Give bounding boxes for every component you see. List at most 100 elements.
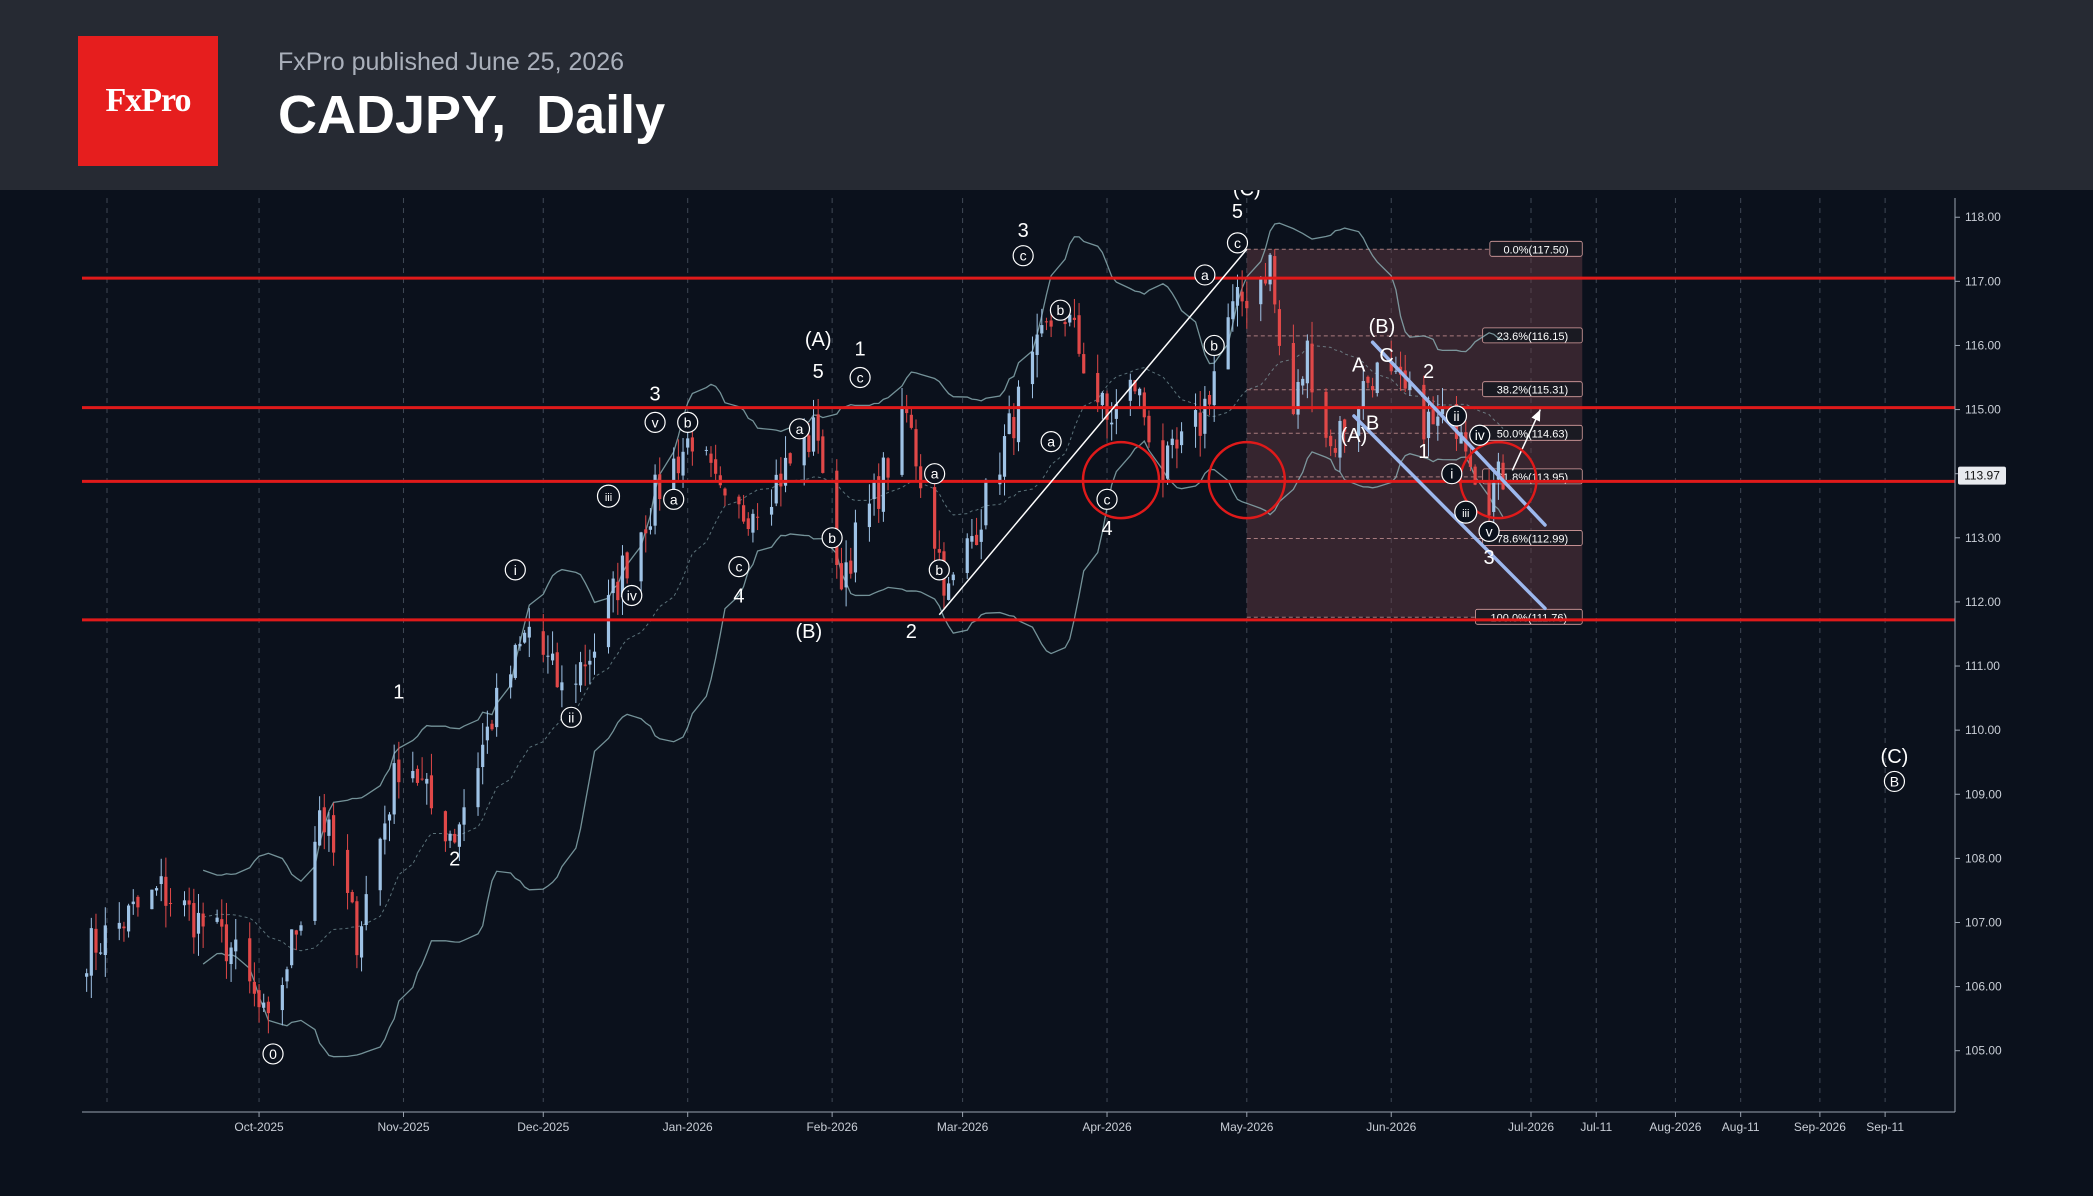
brand-name: FxPro (105, 82, 191, 119)
candle-body (1240, 291, 1244, 302)
candle-body (644, 529, 648, 534)
plot-area (82, 198, 1955, 1102)
candle-body (984, 479, 988, 526)
candle-body (299, 925, 303, 931)
fib-retracement: 0.0%(117.50) 23.6%(116.15) 38.2%(115.31) 50… (1246, 240, 1583, 625)
candle-body (821, 436, 825, 473)
candle-body (751, 513, 755, 533)
wave-label: 4 (1101, 518, 1112, 540)
candle-body (476, 768, 480, 808)
candle-body (1226, 317, 1230, 370)
candle-body (215, 917, 219, 922)
wave-label: 5 (813, 361, 824, 383)
candle-body (509, 674, 513, 688)
candle-body (1170, 438, 1174, 446)
candle-body (886, 458, 890, 478)
wave-label: b (1057, 302, 1065, 318)
candle-body (383, 823, 387, 840)
candle-body (1175, 439, 1179, 449)
candle-body (592, 651, 597, 658)
candle-body (1072, 317, 1077, 320)
level-lines (82, 276, 1955, 622)
candle-body (1212, 371, 1216, 406)
candle-body (425, 778, 429, 784)
y-tick-label: 109.00 (1965, 787, 2002, 801)
candle-body (905, 408, 909, 414)
candle-body (518, 643, 522, 647)
wave-label-circle (1454, 500, 1478, 524)
candle-body (1147, 415, 1151, 443)
wave-label: B (1366, 412, 1379, 434)
wave-label: v (1486, 523, 1493, 539)
candle-body (513, 644, 517, 678)
wave-label: b (828, 530, 836, 546)
candle-body (639, 532, 643, 582)
candle-body (769, 506, 774, 515)
candle-body (392, 763, 396, 815)
candle-body (914, 429, 918, 467)
y-tick-label: 107.00 (1965, 915, 2002, 929)
highlight-circle (1459, 440, 1538, 520)
candle-body (420, 778, 424, 780)
candle-body (1259, 277, 1263, 305)
fib-level-label: 38.2%(115.31) (1497, 385, 1568, 397)
x-tick-label: Aug-2026 (1649, 1120, 1701, 1134)
wave-label: (C) (1881, 746, 1909, 768)
x-tick-label: Sep-2026 (1794, 1120, 1846, 1134)
wave-label-circle (1445, 405, 1468, 427)
wave-label: B (1890, 773, 1899, 789)
candle-body (947, 583, 951, 600)
wave-label-circle (924, 463, 946, 485)
x-tick-label: Jun-2026 (1366, 1120, 1416, 1134)
wave-label: C (1379, 345, 1393, 367)
candle-body (909, 414, 913, 428)
candle-body (588, 660, 592, 665)
candle-body (262, 1002, 266, 1008)
candle-body (1324, 391, 1328, 438)
y-tick-label: 112.00 (1965, 595, 2001, 609)
wave-label: iii (1462, 508, 1469, 520)
candle-body (1002, 436, 1007, 477)
wave-label-circle (728, 556, 750, 578)
candle-body (900, 406, 904, 475)
wave-label: 2 (906, 621, 917, 643)
price-chart: 0.0%(117.50)23.6%(116.15)38.2%(115.31)50… (82, 190, 2006, 1134)
candle-body (742, 505, 746, 522)
candle-body (672, 458, 676, 501)
candle-body (620, 555, 625, 598)
wave-label: 4 (733, 586, 744, 608)
fib-label-box (1482, 381, 1583, 398)
candle-body (1035, 334, 1039, 355)
wave-label: 2 (1423, 361, 1434, 383)
x-tick-label: Jan-2026 (663, 1120, 713, 1134)
wave-label: i (1450, 466, 1453, 482)
chart-title: CADJPY, Daily (278, 85, 666, 145)
candle-body (979, 529, 983, 542)
candle-body (294, 930, 298, 935)
x-tick-label: Apr-2026 (1082, 1120, 1132, 1134)
wave-label: A (1352, 355, 1366, 377)
candle-body (220, 919, 224, 927)
wave-label: 0 (269, 1046, 277, 1062)
wave-label-circle (262, 1043, 284, 1065)
candle-body (802, 437, 806, 466)
upper-band (202, 222, 1504, 883)
fib-level-label: 23.6%(116.15) (1497, 331, 1568, 343)
candle-body (1268, 254, 1272, 285)
wave-labels: 012iiiiiiivv3bac4(A)5(B)abc12abc3bac4abc… (262, 190, 1909, 1065)
candle-body (201, 913, 205, 927)
candle-body (99, 952, 103, 954)
candle-body (154, 888, 159, 891)
candle-body (257, 990, 261, 1008)
wave-label: a (931, 466, 939, 482)
y-tick-label: 113.00 (1965, 531, 2001, 545)
candle-body (443, 811, 448, 842)
candle-body (937, 549, 941, 553)
current-price-label: 113.97 (1964, 469, 2000, 483)
wave-label-circle (788, 418, 811, 440)
candle-body (290, 929, 294, 966)
candle-body (578, 662, 583, 686)
wave-label: 2 (449, 848, 460, 870)
trend-drawings (938, 248, 1547, 616)
candle-body (252, 981, 256, 994)
